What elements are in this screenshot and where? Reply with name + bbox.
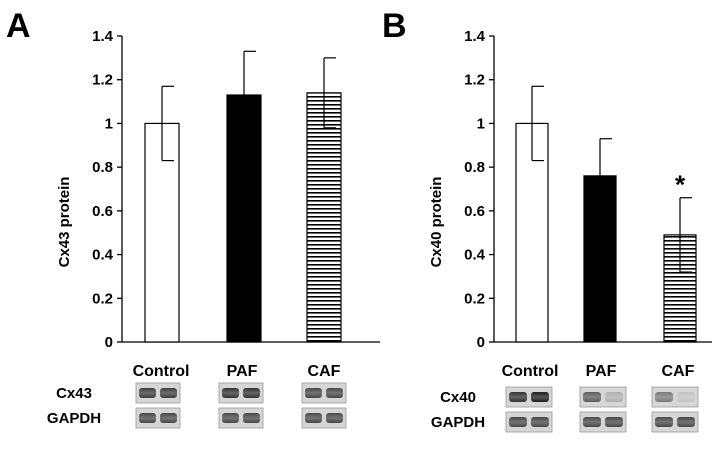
blot-label: GAPDH	[431, 414, 485, 431]
blot-label: GAPDH	[47, 410, 101, 427]
panel-letter-a: A	[6, 7, 31, 45]
y-tick-label: 1.2	[464, 72, 485, 89]
blot-band-sheen	[605, 392, 623, 402]
y-tick-label: 0.2	[464, 290, 485, 307]
y-ticks-a: 0 0.2 0.4 0.6 0.8 1 1.2 1.4	[92, 28, 122, 351]
category-label: CAF	[662, 363, 695, 380]
blot-band-sheen	[139, 388, 156, 398]
blot-band-sheen	[160, 413, 177, 423]
y-tick-label: 0.4	[92, 247, 114, 264]
blot-band-sheen	[326, 413, 343, 423]
y-tick-label: 0.8	[92, 159, 113, 176]
blot-band-sheen	[243, 388, 260, 398]
blot-band-sheen	[583, 392, 601, 402]
blot-band-sheen	[677, 392, 695, 402]
bars-b: *	[515, 85, 697, 343]
y-tick-label: 1	[477, 115, 485, 132]
blot-band-sheen	[243, 413, 260, 423]
blot-band-sheen	[677, 417, 695, 427]
category-label: PAF	[227, 363, 258, 380]
blot-band-sheen	[305, 413, 322, 423]
significance-marker: *	[675, 170, 686, 200]
blot-label: Cx43	[56, 385, 92, 402]
western-blot-a: Cx43 GAPDH	[47, 382, 347, 429]
blot-band-sheen	[509, 417, 527, 427]
y-tick-label: 1	[105, 115, 113, 132]
y-tick-label: 0	[105, 334, 113, 351]
blot-label: Cx40	[440, 389, 476, 406]
category-labels-b: Control PAF CAF	[502, 363, 695, 380]
panel-letter-b: B	[382, 7, 407, 45]
y-tick-label: 0.2	[92, 290, 113, 307]
blot-band-sheen	[655, 392, 673, 402]
blot-band-sheen	[605, 417, 623, 427]
category-label: Control	[502, 363, 559, 380]
y-axis-label-b: Cx40 protein	[428, 177, 445, 268]
panel-b: B Cx40 protein 0 0.2 0.4 0.6 0.8 1 1.2 1.4 * Co…	[382, 7, 712, 433]
blot-band-sheen	[509, 392, 527, 402]
blot-band-sheen	[222, 388, 239, 398]
y-tick-label: 0	[477, 334, 485, 351]
blot-band-sheen	[655, 417, 673, 427]
category-labels-a: Control PAF CAF	[133, 363, 341, 380]
y-axis-label-a: Cx43 protein	[56, 177, 73, 268]
blot-band-sheen	[160, 388, 177, 398]
blot-band-sheen	[326, 388, 343, 398]
y-tick-label: 0.6	[92, 203, 113, 220]
western-blot-b: Cx40 GAPDH	[431, 386, 699, 433]
panel-a: A Cx43 protein 0 0.2 0.4 0.6 0.8 1 1.2 1.4 Cont…	[6, 7, 380, 429]
blot-band-sheen	[305, 388, 322, 398]
category-label: CAF	[308, 363, 341, 380]
blot-band-sheen	[222, 413, 239, 423]
y-tick-label: 0.8	[464, 159, 485, 176]
bars-a	[144, 50, 342, 343]
y-tick-label: 1.4	[92, 28, 114, 45]
y-tick-label: 0.4	[464, 247, 486, 264]
blot-band-sheen	[531, 417, 549, 427]
y-tick-label: 1.4	[464, 28, 486, 45]
category-label: Control	[133, 363, 190, 380]
category-label: PAF	[586, 363, 617, 380]
blot-band-sheen	[583, 417, 601, 427]
y-tick-label: 0.6	[464, 203, 485, 220]
blot-band-sheen	[531, 392, 549, 402]
y-ticks-b: 0 0.2 0.4 0.6 0.8 1 1.2 1.4	[464, 28, 494, 351]
y-tick-label: 1.2	[92, 72, 113, 89]
blot-band-sheen	[139, 413, 156, 423]
bar	[306, 92, 342, 343]
